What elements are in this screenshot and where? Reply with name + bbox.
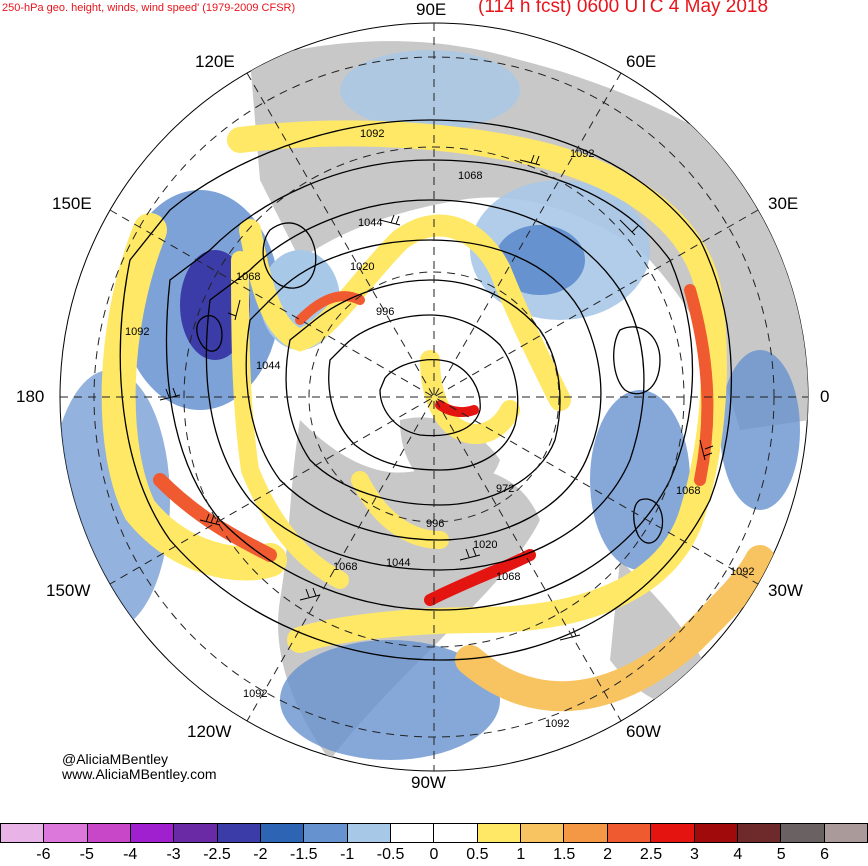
jet-streams [101,120,775,712]
colorbar-tick-label: -3 [166,846,181,863]
colorbar-swatch [780,823,824,843]
contour-label: 1068 [676,485,700,497]
colorbar-swatch [130,823,174,843]
contour-label: 1092 [360,128,384,140]
colorbar-tick-label: -4 [123,846,138,863]
colorbar-swatch [650,823,694,843]
contour-label: 1068 [236,271,260,283]
colorbar-ticks: -6 -5 -4 -3 -2.5 -2 -1.5 -1 -0.5 0 0.5 1 1.5 2 2.5 3 4 5 6 [0,846,868,866]
colorbar-swatch [86,823,131,843]
colorbar-tick-label: 5 [776,846,786,863]
contour-label: 1092 [570,148,594,160]
colorbar-tick-label: 4 [733,846,743,863]
wind-barbs [159,154,714,641]
colorbar-swatch [520,823,564,843]
colorbar-tick-label: 1.5 [553,846,576,863]
contour-label: 1044 [358,217,382,229]
lon-label-180: 180 [16,387,45,406]
lon-label-120e: 120E [195,52,235,71]
contour-labels: 1092 1092 1068 1044 1020 996 1068 1092 1… [125,128,754,730]
colorbar-tick-label: -6 [36,846,51,863]
colorbar-tick-label: -5 [79,846,94,863]
colorbar-tick-label: 0.5 [466,846,489,863]
colorbar-swatch [736,823,781,843]
lon-label-120w: 120W [187,722,232,741]
contour-label: 1092 [243,688,267,700]
contour-label: 1044 [256,360,280,372]
colorbar-swatch [173,823,217,843]
contour-label: 1092 [730,566,754,578]
colorbar-tick-label: -1.5 [290,846,318,863]
colorbar-swatch [476,823,521,843]
colorbar-tick-label: 3 [689,846,699,863]
colorbar-swatch [216,823,261,843]
contour-label: 1020 [350,261,374,273]
lon-label-150w: 150W [46,581,91,600]
colorbar [0,823,868,845]
contour-label: 1020 [473,539,497,551]
lon-label-30w: 30W [768,581,803,600]
contour-label: 1092 [545,718,569,730]
contour-label: 1092 [125,326,149,338]
colorbar-tick-label: 2 [603,846,613,863]
contour-label: 1068 [458,170,482,182]
author-website: www.AliciaMBentley.com [62,766,217,782]
colorbar-tick-label: 2.5 [639,846,663,863]
colorbar-swatch [390,823,434,843]
colorbar-swatch [346,823,391,843]
contour-label: 996 [376,306,394,318]
lon-label-150e: 150E [52,194,92,213]
contour-label: 1044 [386,557,410,569]
colorbar-swatch [0,823,44,843]
author-handle: @AliciaMBentley [62,751,169,767]
contour-label: 996 [426,518,444,530]
colorbar-tick-label: 6 [820,846,830,863]
colorbar-swatch [303,823,347,843]
colorbar-tick-label: 0 [429,846,439,863]
lon-label-60w: 60W [626,722,661,741]
colorbar-tick-label: -2.5 [203,846,231,863]
colorbar-swatch [823,823,868,843]
colorbar-swatch [563,823,607,843]
lon-label-0: 0 [820,387,830,406]
lon-label-60e: 60E [626,52,657,71]
contour-label: 1068 [496,571,520,583]
lon-label-90e: 90E [416,0,447,19]
forecast-time-title: (114 h fcst) 0600 UTC 4 May 2018 [478,0,769,17]
colorbar-swatch [606,823,651,843]
lon-label-30e: 30E [768,194,799,213]
lon-label-90w: 90W [411,773,446,792]
contour-label: 972 [496,483,514,495]
polar-stereographic-map: 1092 1092 1068 1044 1020 996 1068 1092 1… [59,22,809,772]
colorbar-swatch [43,823,87,843]
colorbar-swatch [260,823,304,843]
colorbar-swatch [433,823,477,843]
graticule [60,23,808,771]
colorbar-tick-label: 1 [516,846,526,863]
colorbar-tick-label: -0.5 [376,846,405,863]
colorbar-tick-label: -1 [340,846,355,863]
map-title: 250-hPa geo. height, winds, wind speed' … [2,2,296,14]
colorbar-tick-label: -2 [253,846,268,863]
colorbar-swatch [693,823,737,843]
contour-label: 1068 [333,561,357,573]
